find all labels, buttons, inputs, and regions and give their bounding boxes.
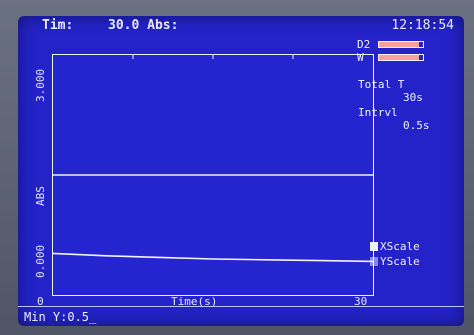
y-tick-min: 0.000 [34,244,47,278]
xscale-label: XScale [380,240,420,253]
d2-lamp-bar [378,41,424,48]
interval-label: Intrvl [358,106,398,119]
yscale-checkbox[interactable] [370,257,378,266]
status-line[interactable]: Min Y:0.5_ [18,306,464,326]
interval-value: 0.5s [403,119,430,132]
xscale-option[interactable]: XScale [370,240,420,253]
d2-lamp-fill [379,42,419,47]
chart-svg [52,55,374,263]
series-line-2 [52,252,374,263]
time-label: Tim: [42,18,74,33]
total-time-value: 30s [403,91,423,104]
w-label: W [357,51,364,64]
x-tick-max: 30 [354,295,368,308]
y-axis-label: ABS [34,186,47,206]
header-bar: Tim: 30.0 Abs: 12:18:54 [18,16,464,36]
min-y-input[interactable]: Min Y:0.5_ [24,310,97,324]
xscale-checkbox[interactable] [370,242,378,251]
yscale-label: YScale [380,255,420,268]
lcd-screen: Tim: 30.0 Abs: 12:18:54 3.000 ABS 0.000 … [18,16,464,326]
d2-label: D2 [357,38,371,51]
x-tick-min: 0 [37,295,44,308]
clock: 12:18:54 [391,18,454,33]
y-tick-max: 3.000 [34,68,47,102]
w-lamp-fill [379,55,419,60]
x-axis-label: Time(s) [171,295,218,308]
total-time-label: Total T [358,78,405,91]
yscale-option[interactable]: YScale [370,255,420,268]
time-abs-readout: 30.0 Abs: [108,18,179,33]
w-lamp-bar [378,54,424,61]
plot-area [52,54,374,296]
